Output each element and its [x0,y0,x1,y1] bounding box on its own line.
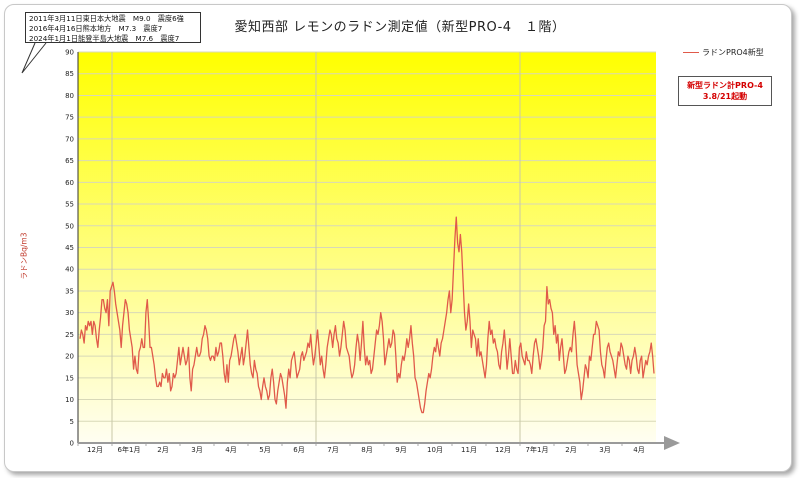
annotation-pointer [21,42,47,74]
y-tick-label: 5 [70,418,74,426]
device-note-line-2: 3.8/21起動 [702,92,748,101]
x-tick-label: 2月 [565,446,576,454]
y-tick-label: 0 [70,440,74,448]
x-tick-label: 4月 [633,446,644,454]
y-tick-label: 75 [65,114,74,122]
y-tick-label: 90 [65,49,74,57]
x-axis-arrow [664,436,680,450]
chart-title: 愛知西部 レモンのラドン測定値（新型PRO-4 １階） [234,20,566,35]
device-note-line-1: 新型ラドン計PRO-4 [687,81,763,90]
device-note-box: 新型ラドン計PRO-4 3.8/21起動 [678,76,772,106]
series-line [79,216,655,414]
y-tick-label: 80 [65,92,74,100]
y-tick-label: 25 [65,331,74,339]
x-tick-label: 12月 [495,446,511,454]
x-tick-label: 7月 [327,446,338,454]
y-tick-label: 40 [65,266,74,274]
y-tick-label: 30 [65,309,74,317]
x-tick-label: 12月 [87,446,103,454]
earthquake-line-2: 2016年4月16日熊本地方 M7.3 震度7 [29,24,163,33]
earthquake-line-1: 2011年3月11日東日本大地震 M9.0 震度6強 [29,14,184,23]
y-tick-label: 50 [65,222,74,230]
y-tick-label: 65 [65,157,74,165]
y-tick-label: 20 [65,353,74,361]
x-tick-label: 6年1月 [118,445,141,454]
x-tick-label: 3月 [191,446,202,454]
x-tick-label: 2月 [157,446,168,454]
x-tick-label: 8月 [361,446,372,454]
x-tick-label: 5月 [259,446,270,454]
x-tick-label: 9月 [395,446,406,454]
y-tick-label: 45 [65,244,74,252]
x-tick-label: 3月 [599,446,610,454]
y-tick-label: 10 [65,396,74,404]
legend: ラドンPRO4新型 [683,47,764,58]
x-tick-label: 10月 [427,446,443,454]
x-tick-label: 6月 [293,446,304,454]
earthquake-annotation-box: 2011年3月11日東日本大地震 M9.0 震度6強 2016年4月16日熊本地… [25,12,201,43]
y-tick-label: 60 [65,179,74,187]
y-tick-label: 35 [65,287,74,295]
x-tick-label: 4月 [225,446,236,454]
y-tick-label: 15 [65,374,74,382]
y-tick-label: 85 [65,70,74,78]
legend-series-label: ラドンPRO4新型 [702,48,764,57]
x-tick-label: 7年1月 [526,445,549,454]
earthquake-line-3: 2024年1月1日能登半島大地震 M7.6 震度7 [29,34,180,43]
y-tick-label: 55 [65,201,74,209]
legend-swatch [683,52,699,53]
y-tick-label: 70 [65,135,74,143]
x-tick-label: 11月 [461,446,477,454]
